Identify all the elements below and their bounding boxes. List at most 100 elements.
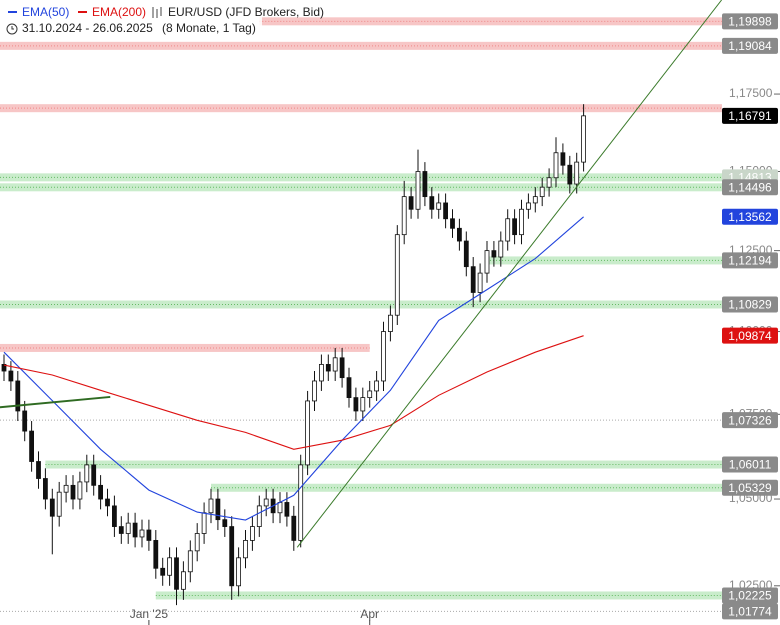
candle-body	[36, 461, 41, 479]
level-label: 1,19084	[728, 39, 772, 53]
level-label-box	[722, 412, 778, 429]
candle-body	[560, 152, 566, 166]
candle-body	[29, 430, 35, 462]
plot	[0, 0, 722, 606]
ema-last-label: 1,13562	[728, 210, 772, 224]
ema-line	[3, 335, 584, 450]
candle-body	[360, 397, 366, 412]
legend: EMA(50) EMA(200) EUR/USD (JFD Brokers, B…	[0, 2, 324, 38]
level-label-box	[722, 479, 778, 496]
level-label: 1,10829	[728, 298, 772, 312]
trendline	[296, 0, 722, 548]
candle-body	[208, 498, 214, 514]
ema-last-label-box	[722, 327, 778, 344]
candle-body	[305, 400, 311, 466]
last-price-label: 1,16791	[728, 109, 772, 123]
level-label: 1,06011	[729, 458, 772, 472]
candle-body	[98, 484, 103, 500]
level-label: 1,12194	[728, 254, 772, 268]
candle-body	[574, 161, 580, 185]
level-label-box	[722, 252, 778, 269]
candle-body	[112, 505, 117, 527]
candle-body	[526, 202, 531, 210]
trendline	[0, 395, 111, 409]
candle-body	[174, 557, 179, 590]
candle-body	[91, 464, 97, 486]
level-zone	[45, 460, 722, 469]
candle-body	[532, 196, 538, 204]
candle-body	[346, 377, 352, 399]
candle-body	[160, 567, 166, 576]
ema-last-label: 1,09874	[728, 329, 772, 343]
date-range: 31.10.2024 - 26.06.2025	[22, 21, 153, 35]
candle-body	[105, 498, 110, 507]
candle-body	[49, 498, 55, 517]
candle-body	[236, 557, 242, 587]
candle-body	[77, 481, 83, 500]
level-label-box	[722, 37, 778, 54]
candle-body	[553, 152, 559, 179]
candle-body	[187, 550, 193, 573]
candle-body	[1, 364, 7, 372]
candle-body	[374, 380, 380, 392]
price-axis: 1,175001,150001,125001,100001,075001,050…	[130, 86, 780, 625]
candle-body	[153, 540, 159, 569]
level-zone	[155, 591, 723, 600]
candle-body	[180, 571, 186, 590]
candle-body	[519, 208, 524, 236]
candle-body	[512, 218, 517, 236]
candle-body	[298, 464, 304, 541]
candle-body	[332, 357, 338, 372]
level-label-box	[722, 603, 778, 620]
candle-body	[291, 515, 297, 541]
chart-title: EUR/USD (JFD Brokers, Bid)	[168, 5, 324, 19]
candle-body	[167, 557, 173, 576]
candle-body	[491, 250, 497, 258]
level-label: 1,05329	[728, 481, 772, 495]
candle-icon	[152, 7, 162, 18]
levels	[0, 17, 723, 612]
candle-body	[463, 240, 469, 268]
level-label-box	[722, 179, 778, 196]
candle-body	[387, 314, 393, 332]
candle-body	[450, 218, 455, 229]
x-tick-label: Apr	[360, 607, 379, 621]
candle-body	[84, 464, 90, 483]
candle-body	[125, 522, 131, 534]
price-labels: 1,198981,190841,148131,144961,121941,108…	[722, 13, 778, 620]
candle-body	[498, 240, 504, 258]
candle-body	[312, 380, 317, 402]
level-label: 1,01774	[728, 605, 772, 619]
candle-body	[256, 505, 262, 527]
legend-bg	[0, 2, 262, 38]
candle-body	[394, 234, 400, 316]
candle-body	[277, 502, 283, 514]
legend-label: EMA(50)	[22, 5, 69, 19]
level-zone	[0, 343, 370, 352]
ema-line	[3, 216, 584, 521]
clock-hand	[11, 26, 14, 30]
legend-label: EMA(200)	[92, 5, 146, 19]
candle-body	[456, 227, 462, 242]
y-tick-label: 1,17500	[729, 86, 773, 100]
level-label-box	[722, 587, 778, 604]
candle-body	[429, 196, 435, 210]
candle-body	[132, 522, 138, 538]
candle-body	[263, 498, 269, 507]
level-label: 1,02225	[728, 589, 772, 603]
candle-body	[339, 357, 345, 379]
candle-body	[43, 478, 48, 500]
x-tick-label: Jan '25	[130, 607, 169, 621]
candle-body	[367, 390, 373, 399]
candle-body	[415, 171, 421, 210]
candle-body	[56, 491, 62, 517]
candle-body	[401, 196, 407, 236]
candle-body	[249, 526, 255, 541]
candle-body	[284, 502, 290, 517]
last-price-label-box	[722, 107, 778, 124]
candle-body	[436, 202, 442, 210]
candle-body	[194, 533, 200, 552]
candle-body	[539, 186, 545, 198]
candle-body	[22, 410, 28, 432]
